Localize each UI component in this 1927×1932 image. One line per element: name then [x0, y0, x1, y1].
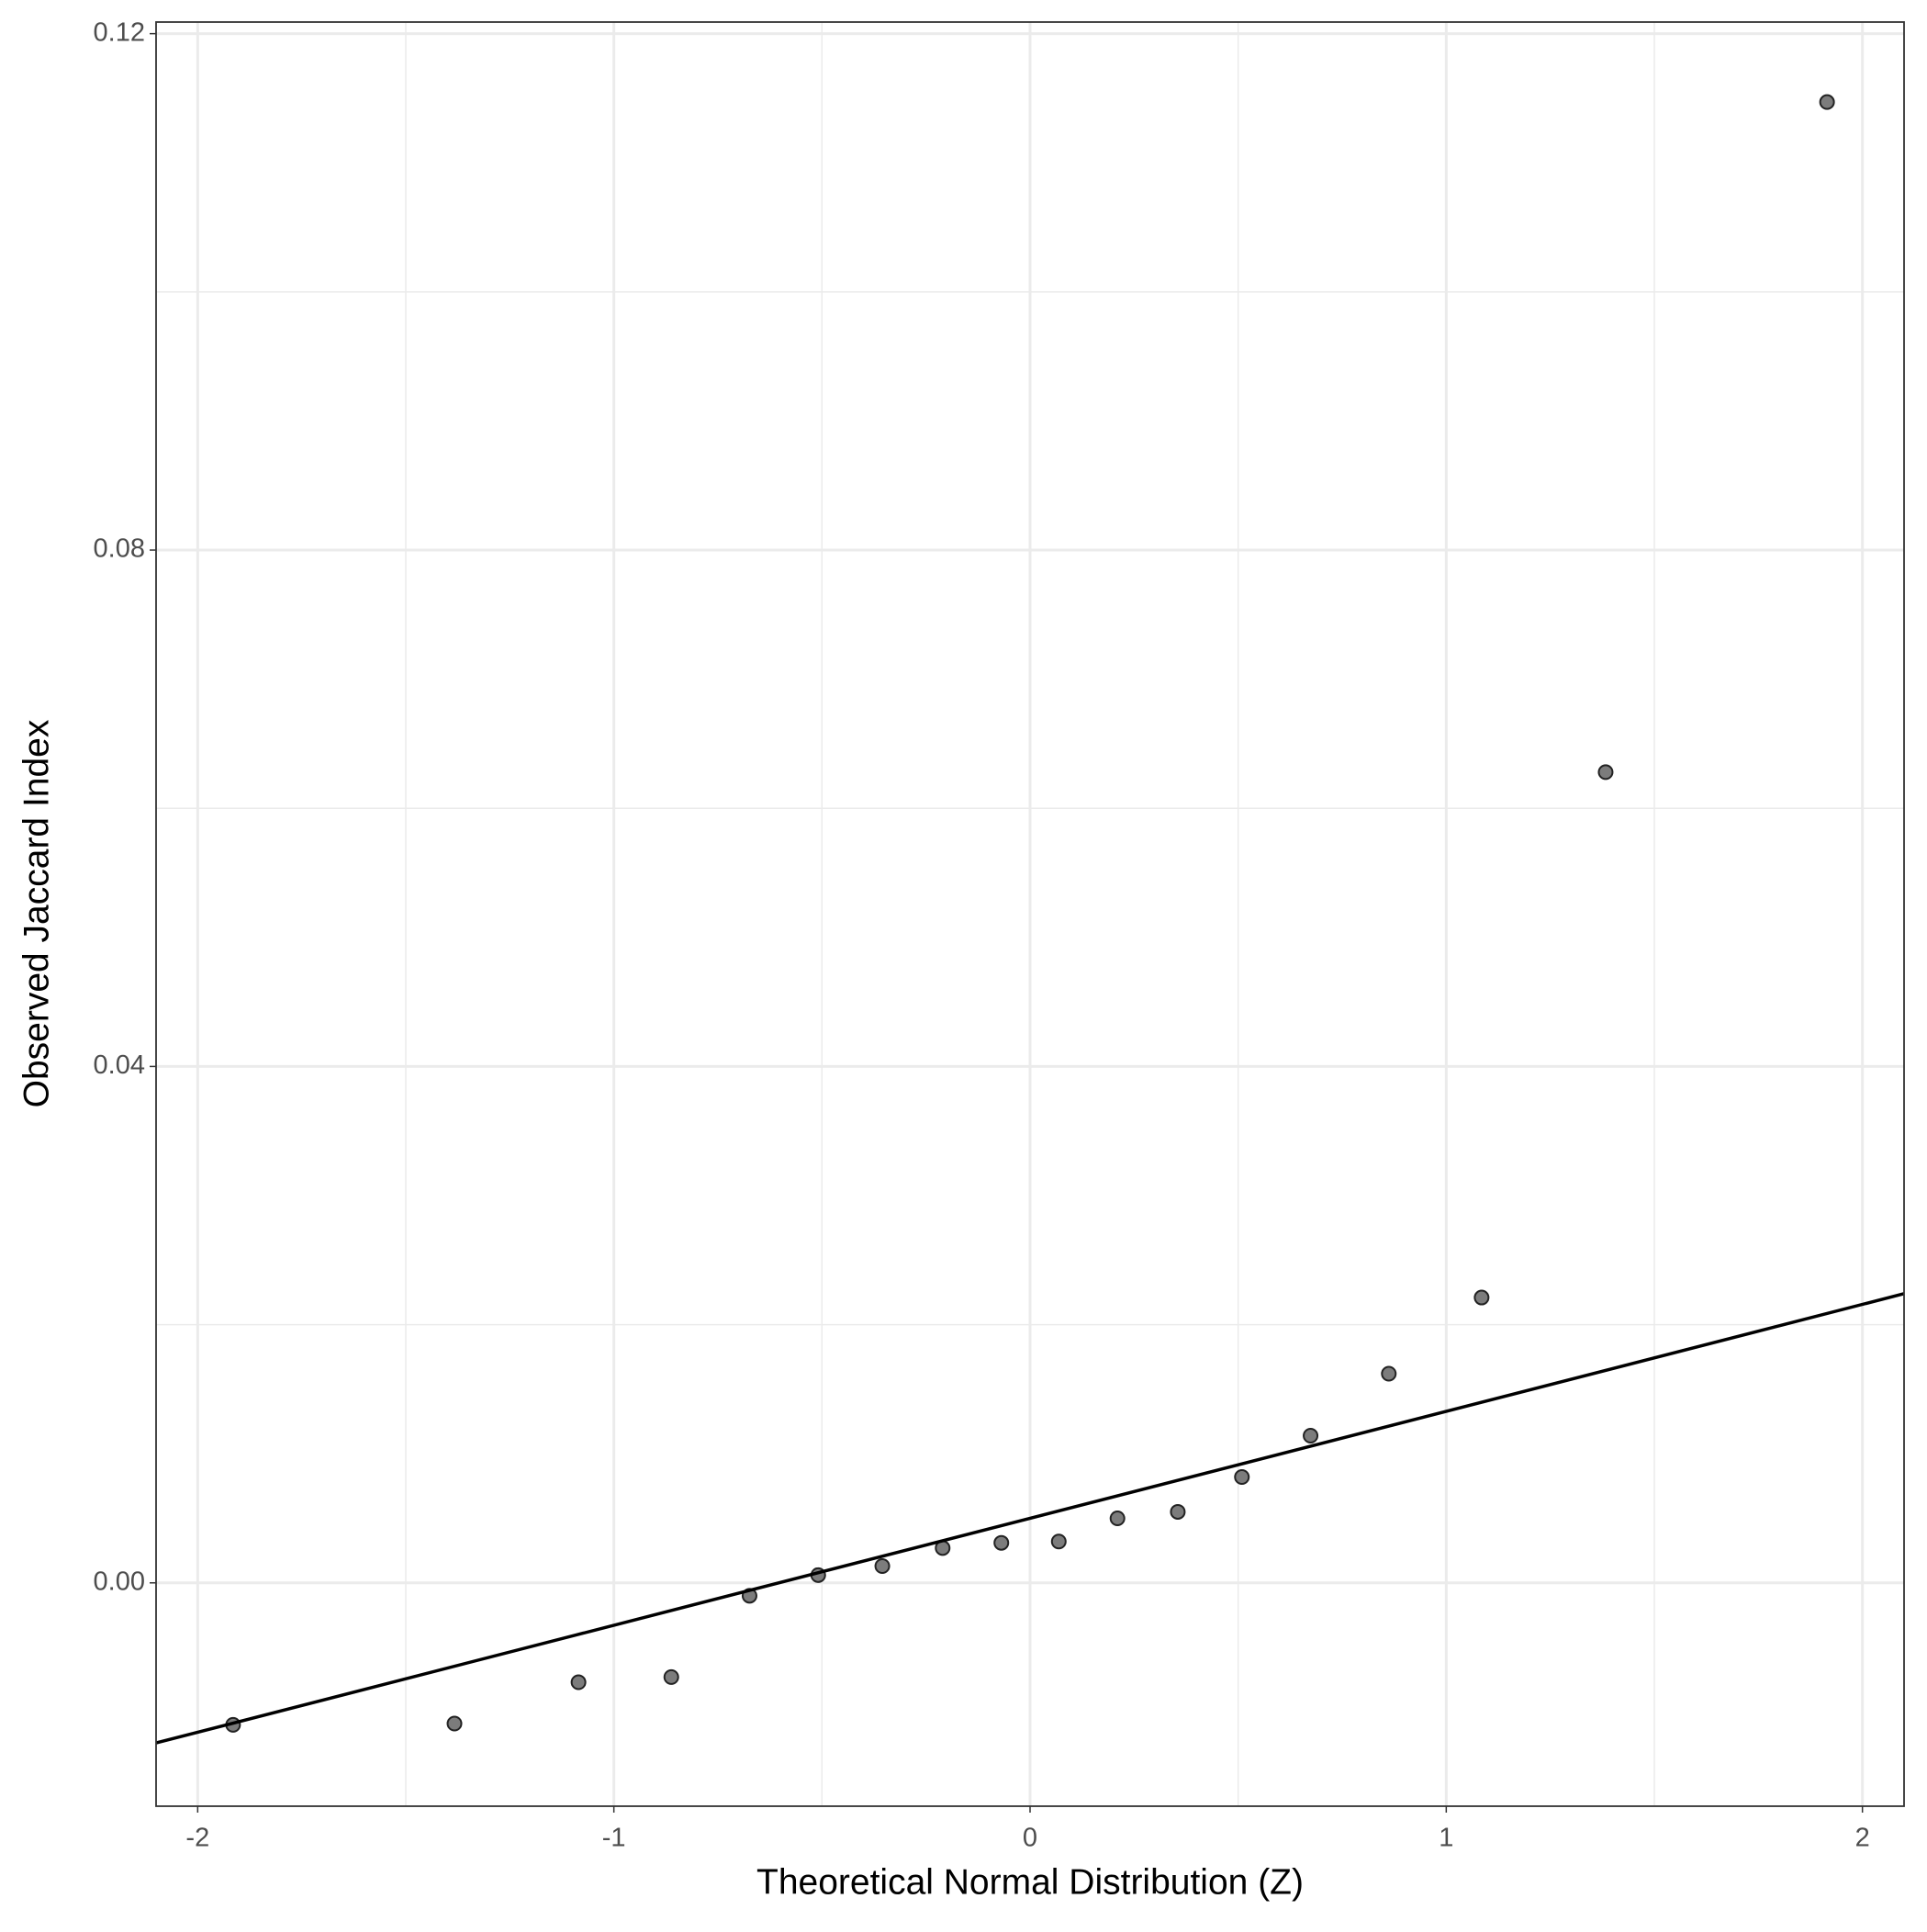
point [1381, 1365, 1397, 1382]
x-tick-label: 1 [1439, 1824, 1453, 1853]
point [570, 1674, 587, 1690]
y-tick-label: 0.04 [94, 1050, 145, 1080]
point [1303, 1427, 1319, 1443]
x-tick-label: -1 [602, 1824, 626, 1853]
y-tick-label: 0.08 [94, 534, 145, 564]
point [1597, 764, 1614, 781]
x-tick-label: 2 [1855, 1824, 1870, 1853]
point [1050, 1533, 1067, 1550]
point [1234, 1468, 1250, 1485]
point [874, 1557, 891, 1574]
point [446, 1715, 463, 1732]
point [1109, 1510, 1126, 1526]
point [663, 1668, 679, 1685]
x-tick-label: 0 [1023, 1824, 1037, 1853]
point [993, 1534, 1010, 1551]
y-tick-label: 0.12 [94, 17, 145, 47]
x-tick-label: -2 [185, 1824, 209, 1853]
point [1170, 1503, 1186, 1520]
y-axis-title: Observed Jaccard Index [17, 719, 56, 1107]
point [1473, 1289, 1490, 1306]
x-axis-title: Theoretical Normal Distribution (Z) [756, 1862, 1304, 1902]
panel-border [155, 21, 1905, 1807]
y-tick-label: 0.00 [94, 1567, 145, 1596]
reference-line [155, 1292, 1905, 1745]
point [1819, 94, 1835, 110]
